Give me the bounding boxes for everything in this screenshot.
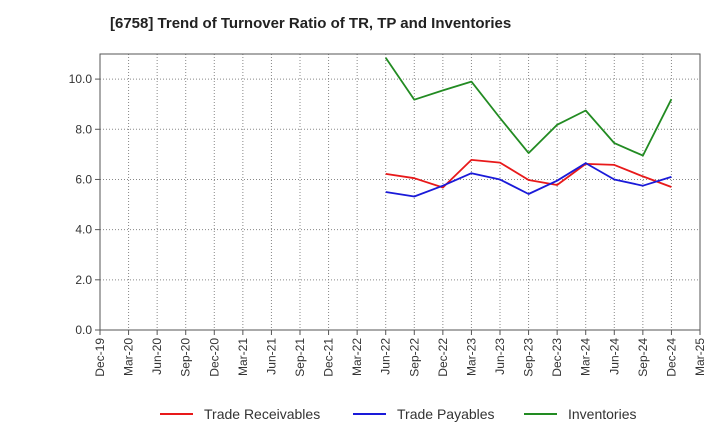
legend-label-trade-receivables: Trade Receivables (204, 406, 320, 422)
series-line-trade-payables (385, 162, 672, 198)
x-tick-label: Jun-22 (379, 338, 393, 375)
x-tick-label: Sep-22 (407, 338, 421, 377)
x-tick-label: Jun-24 (607, 338, 621, 375)
x-tick-label: Sep-24 (636, 338, 650, 377)
plot-frame (99, 53, 701, 331)
x-tick-label: Sep-20 (179, 338, 193, 377)
series-line-inventories (384, 57, 673, 157)
legend-label-inventories: Inventories (568, 406, 636, 422)
x-tick-label: Jun-20 (150, 338, 164, 375)
x-tick-label: Dec-22 (436, 338, 450, 377)
x-axis-ticks: Dec-19 Mar-20 Jun-20 Sep-20 Dec-20 Mar-21 Jun-… (93, 330, 707, 377)
x-tick-label: Mar-23 (464, 338, 478, 376)
x-tick-label: Sep-21 (293, 338, 307, 377)
legend-label-trade-payables: Trade Payables (397, 406, 495, 422)
x-tick-label: Mar-20 (122, 338, 136, 376)
x-tick-label: Jun-21 (264, 338, 278, 375)
y-axis-ticks: 0.0 2.0 4.0 6.0 8.0 10.0 (69, 72, 100, 337)
series-line-trade-receivables (385, 158, 672, 189)
chart-title: [6758] Trend of Turnover Ratio of TR, TP… (110, 15, 512, 32)
x-tick-label: Dec-24 (664, 338, 678, 377)
x-tick-label: Jun-23 (493, 338, 507, 375)
series-lines (384, 57, 673, 198)
y-tick-label: 0.0 (75, 323, 92, 337)
y-tick-label: 8.0 (75, 122, 92, 136)
x-tick-label: Dec-21 (322, 338, 336, 377)
x-tick-label: Mar-25 (693, 338, 707, 376)
grid (100, 54, 700, 330)
y-tick-label: 6.0 (75, 172, 92, 186)
x-tick-label: Sep-23 (522, 338, 536, 377)
y-tick-label: 2.0 (75, 273, 92, 287)
x-tick-label: Mar-24 (579, 338, 593, 376)
x-tick-label: Mar-21 (236, 338, 250, 376)
x-tick-label: Dec-19 (93, 338, 107, 377)
legend: Trade Receivables Trade Payables Inventori… (160, 406, 636, 422)
x-tick-label: Dec-23 (550, 338, 564, 377)
x-tick-label: Dec-20 (207, 338, 221, 377)
y-tick-label: 10.0 (69, 72, 93, 86)
y-tick-label: 4.0 (75, 223, 92, 237)
x-tick-label: Mar-22 (350, 338, 364, 376)
